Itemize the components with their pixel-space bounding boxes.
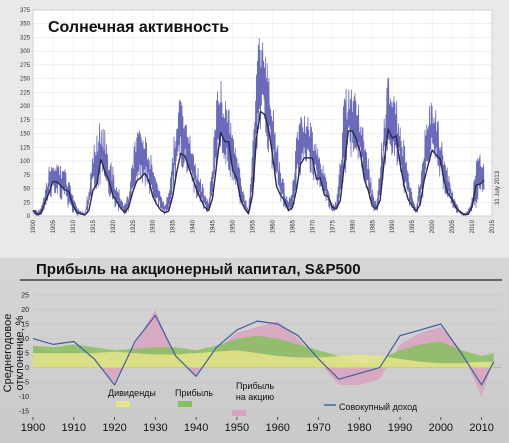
solar-x-tick-label: 1900 — [31, 219, 37, 233]
sp500-y-tick-label: 10 — [21, 336, 29, 343]
solar-x-tick-label: 1990 — [390, 219, 396, 233]
sp500-x-tick-label: 1960 — [265, 422, 289, 434]
legend-swatch-2 — [232, 410, 246, 416]
legend-swatch-0 — [116, 401, 130, 407]
sp500-x-tick-label: 1950 — [225, 422, 249, 434]
solar-x-tick-label: 2010 — [470, 219, 476, 233]
sp500-x-tick-label: 2000 — [429, 422, 453, 434]
solar-y-tick-label: 375 — [20, 8, 31, 14]
solar-x-tick-label: 1915 — [91, 219, 97, 233]
solar-x-tick-label: 2015 — [490, 219, 496, 233]
solar-y-tick-label: 150 — [20, 132, 31, 138]
solar-y-tick-label: 25 — [23, 200, 30, 206]
sp500-y-tick-label: -15 — [19, 409, 29, 416]
solar-x-tick-label: 1945 — [211, 219, 217, 233]
sp500-y-tick-label: -5 — [23, 380, 29, 387]
solar-y-tick-label: 325 — [20, 35, 31, 41]
solar-x-tick-label: 1910 — [71, 219, 77, 233]
solar-x-tick-label: 2005 — [450, 219, 456, 233]
solar-x-tick-label: 1955 — [251, 219, 257, 233]
sp500-y-tick-label: 15 — [21, 322, 29, 329]
solar-y-tick-label: 350 — [20, 22, 31, 28]
total-return-line — [32, 314, 495, 386]
sp500-x-tick-label: 2010 — [469, 422, 493, 434]
solar-y-tick-label: 275 — [20, 63, 31, 69]
solar-x-tick-label: 1985 — [370, 219, 376, 233]
solar-x-tick-label: 1960 — [270, 219, 276, 233]
solar-x-tick-label: 2000 — [430, 219, 436, 233]
sp500-x-tick-label: 1980 — [347, 422, 371, 434]
solar-x-tick-label: 1905 — [51, 219, 57, 233]
solar-x-tick-label: 1925 — [131, 219, 137, 233]
solar-x-tick-label: 1995 — [410, 219, 416, 233]
legend-label-dividends: Дивиденды — [108, 388, 156, 398]
solar-x-tick-label: 1940 — [191, 219, 197, 233]
solar-smoothed-series — [32, 110, 485, 216]
solar-y-tick-label: 125 — [20, 145, 31, 151]
sp500-x-tick-label: 1970 — [306, 422, 330, 434]
legend-label-total-return: Совокупный доход — [339, 402, 418, 412]
solar-y-tick-label: 200 — [20, 104, 31, 110]
solar-x-tick-label: 1980 — [350, 219, 356, 233]
sp500-x-tick-label: 1940 — [184, 422, 208, 434]
sp500-chart-title: Прибыль на акционерный капитал, S&P500 — [36, 261, 361, 278]
solar-x-tick-label: 1950 — [231, 219, 237, 233]
sp500-y-tick-label: -10 — [19, 394, 29, 401]
solar-y-tick-label: 175 — [20, 118, 31, 124]
solar-y-tick-label: 0 — [27, 214, 31, 220]
solar-x-tick-label: 1970 — [310, 219, 316, 233]
sp500-y-tick-label: 0 — [25, 365, 29, 372]
sp500-x-tick-label: 1990 — [388, 422, 412, 434]
solar-monthly-series — [32, 38, 485, 217]
solar-x-tick-label: 1965 — [290, 219, 296, 233]
legend-label-eps: Прибыль на акцию — [236, 381, 275, 402]
legend-label-profit: Прибыль — [175, 388, 213, 398]
solar-y-tick-label: 250 — [20, 77, 31, 83]
sp500-x-tick-label: 1910 — [62, 422, 86, 434]
sp500-y-tick-label: 25 — [21, 293, 29, 300]
solar-x-tick-label: 1935 — [171, 219, 177, 233]
solar-y-tick-label: 225 — [20, 90, 31, 96]
solar-y-tick-label: 300 — [20, 49, 31, 55]
sp500-y-tick-label: 5 — [25, 351, 29, 358]
sp500-x-tick-label: 1900 — [21, 422, 45, 434]
sp500-x-tick-label: 1920 — [102, 422, 126, 434]
sp500-x-tick-label: 1930 — [143, 422, 167, 434]
dividends-area — [33, 350, 494, 368]
solar-date-stamp: 31 July 2013 — [495, 170, 501, 205]
solar-activity-chart: 0 25 50 75 100 125 150 175 200 225 250 275 300 325 350… — [20, 8, 496, 233]
sp500-y-axis-label: Среднегодовое отклонение, % — [2, 313, 26, 393]
solar-chart-title: Солнечная активность — [48, 19, 230, 36]
sp500-y-tick-label: 20 — [21, 307, 29, 314]
solar-x-tick-label: 1975 — [330, 219, 336, 233]
legend-swatch-1 — [178, 401, 192, 407]
solar-x-tick-label: 1920 — [111, 219, 117, 233]
solar-y-tick-label: 50 — [23, 187, 30, 193]
solar-y-tick-label: 75 — [23, 173, 30, 179]
solar-y-tick-label: 100 — [20, 159, 31, 165]
solar-x-tick-label: 1930 — [151, 219, 157, 233]
